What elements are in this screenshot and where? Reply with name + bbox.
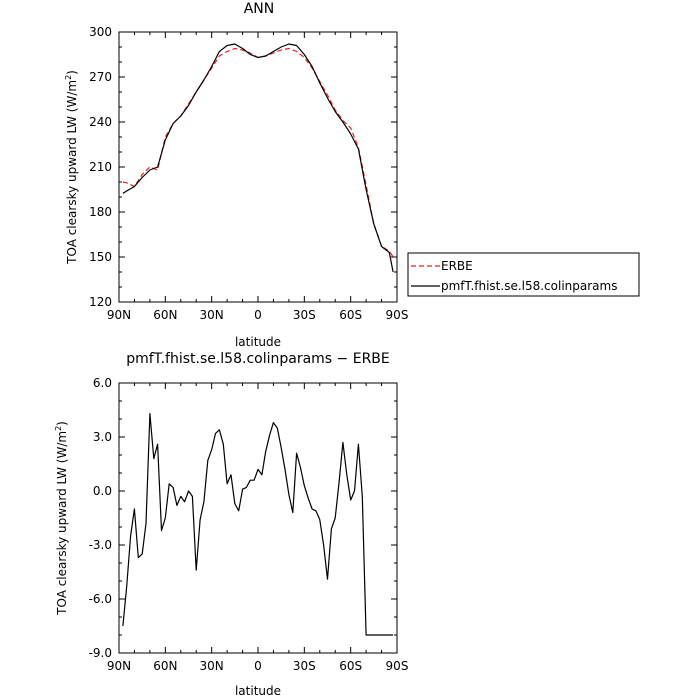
top-x-tick-label: 60N [153,308,177,322]
bottom-x-axis-label: latitude [235,684,281,698]
top-y-axis-label: TOA clearsky upward LW (W/m2) [64,70,79,265]
top-x-tick-label: 90S [386,308,409,322]
top-title: ANN [244,1,275,17]
top-y-tick-label: 240 [89,115,112,129]
legend-erbe-label: ERBE [441,259,473,273]
bottom-panel: pmfT.fhist.se.l58.colinparams − ERBE 90N… [54,351,408,698]
bottom-x-tick-label: 60S [339,659,362,673]
top-series-line-1 [122,43,394,273]
top-plot-frame [118,31,398,303]
bottom-x-tick-label: 90S [386,659,409,673]
top-x-tick-label: 30N [200,308,224,322]
bottom-y-tick-label: -6.0 [89,592,112,606]
bottom-x-tick-label: 60N [153,659,177,673]
top-y-tick-label: 150 [89,250,112,264]
top-x-axis-label: latitude [235,335,281,349]
legend-box [407,252,640,297]
top-x-tick-label: 90N [107,308,131,322]
bottom-title: pmfT.fhist.se.l58.colinparams − ERBE [126,351,390,367]
top-x-tick-label: 60S [339,308,362,322]
top-x-tick-label: 0 [254,308,262,322]
top-y-tick-label: 210 [89,160,112,174]
top-y-tick-label: 120 [89,295,112,309]
bottom-y-axis-label: TOA clearsky upward LW (W/m2) [54,421,69,616]
bottom-series-line-0 [122,413,394,636]
top-series-line-0 [122,47,394,258]
top-plot-area: 90N 60N 30N 0 30S 60S 90S 120 150 180 210 240 270 300 [89,25,408,322]
legend: ERBE pmfT.fhist.se.l58.colinparams [407,252,640,297]
bottom-plot-frame [118,382,398,654]
top-x-tick-label: 30S [293,308,316,322]
bottom-y-tick-label: -9.0 [89,646,112,660]
bottom-y-tick-label: -3.0 [89,538,112,552]
bottom-y-tick-label: 0.0 [93,484,112,498]
bottom-x-tick-label: 30S [293,659,316,673]
top-y-tick-label: 300 [89,25,112,39]
bottom-y-tick-label: 6.0 [93,376,112,390]
bottom-y-tick-label: 3.0 [93,430,112,444]
top-y-tick-label: 180 [89,205,112,219]
top-y-tick-label: 270 [89,70,112,84]
bottom-x-tick-label: 30N [200,659,224,673]
legend-model-label: pmfT.fhist.se.l58.colinparams [441,279,617,293]
bottom-x-tick-label: 90N [107,659,131,673]
top-panel: ANN 90N 60N 30N 0 30S 60S 90S 120 150 180 210 240 27… [64,1,408,349]
bottom-x-tick-label: 0 [254,659,262,673]
bottom-plot-area: 90N 60N 30N 0 30S 60S 90S -9.0 -6.0 -3.0 0.0 3.0 6.0 [89,376,409,673]
